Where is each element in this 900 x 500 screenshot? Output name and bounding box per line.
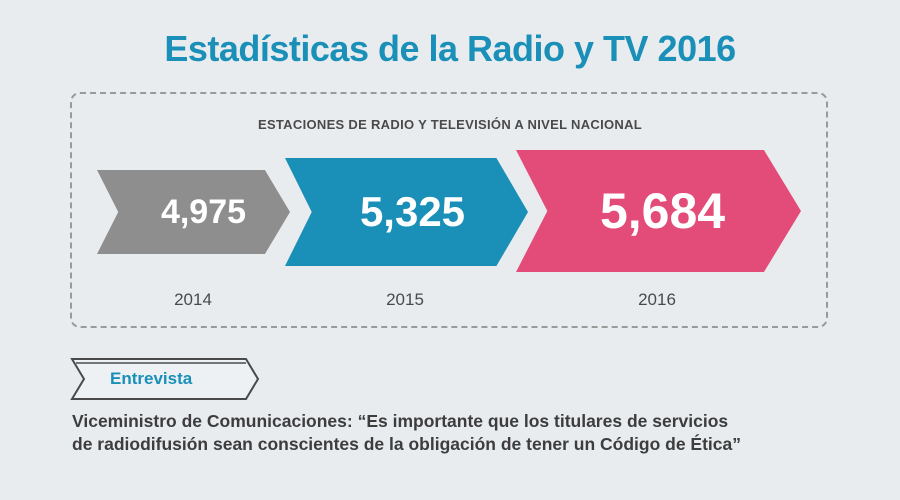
stat-value-2015: 5,325: [359, 188, 466, 235]
stat-arrow-2015: 5,325: [285, 158, 528, 266]
interview-tag-label: Entrevista: [110, 369, 193, 388]
stat-year-2014: 2014: [174, 290, 212, 309]
interview-line-1: Viceministro de Comunicaciones: “Es impo…: [72, 411, 729, 431]
stat-year-2016: 2016: [638, 290, 676, 309]
page-title: Estadísticas de la Radio y TV 2016: [164, 28, 736, 69]
stats-subtitle: ESTACIONES DE RADIO Y TELEVISIÓN A NIVEL…: [257, 117, 643, 132]
stat-value-2016: 5,684: [599, 183, 726, 239]
stat-arrow-2014: 4,975: [97, 170, 290, 254]
stats-frame: [70, 92, 828, 328]
interview-headline[interactable]: Viceministro de Comunicaciones: “Es impo…: [72, 410, 872, 456]
interview-tag[interactable]: Entrevista: [70, 357, 260, 401]
stat-value-2014: 4,975: [160, 192, 247, 231]
stat-arrow-2016: 5,684: [516, 150, 801, 272]
stat-year-2015: 2015: [386, 290, 424, 309]
tag-outline-icon: [70, 358, 260, 400]
interview-line-2: de radiodifusión sean conscientes de la …: [72, 434, 742, 454]
